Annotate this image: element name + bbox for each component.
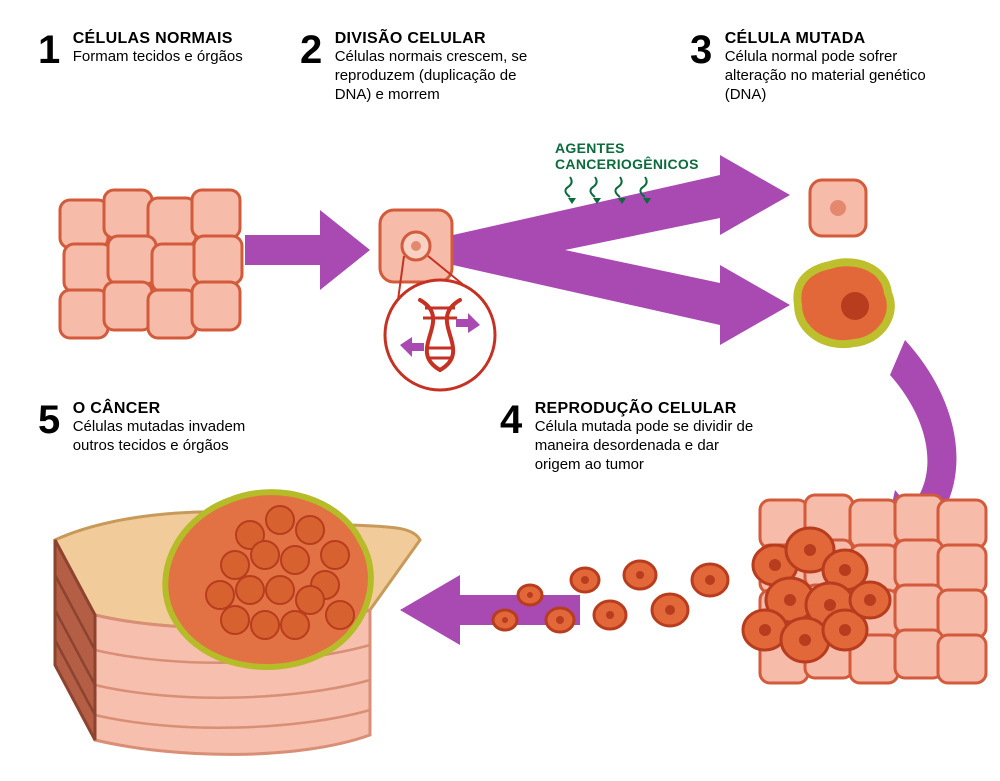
step-title: O CÂNCER: [73, 400, 285, 418]
step-title: REPRODUÇÃO CELULAR: [535, 400, 767, 418]
step-number: 1: [38, 30, 60, 70]
mutated-cell: [797, 262, 890, 344]
step-3: 3 CÉLULA MUTADA Célula normal pode sofre…: [690, 30, 970, 104]
step-title: CÉLULA MUTADA: [725, 30, 957, 48]
step-desc: Células normais crescem, se reproduzem (…: [335, 48, 545, 104]
step-number: 5: [38, 400, 60, 440]
tumor-growth: [493, 495, 986, 683]
normal-cells-cluster: [60, 190, 242, 338]
infographic-stage: 1 CÉLULAS NORMAIS Formam tecidos e órgão…: [0, 0, 1000, 781]
arrow-1-2: [245, 210, 370, 290]
step-title: DIVISÃO CELULAR: [335, 30, 545, 48]
step-desc: Célula normal pode sofrer alteração no m…: [725, 48, 957, 104]
step-number: 2: [300, 30, 322, 70]
step-number: 3: [690, 30, 712, 70]
agents-label: AGENTES CANCERIOGÊNICOS: [555, 140, 699, 172]
dna-inset-icon: [385, 280, 495, 390]
step-desc: Células mutadas invadem outros tecidos e…: [73, 418, 285, 456]
step-5: 5 O CÂNCER Células mutadas invadem outro…: [38, 400, 298, 456]
agents-line2: CANCERIOGÊNICOS: [555, 156, 699, 172]
step-4: 4 REPRODUÇÃO CELULAR Célula mutada pode …: [500, 400, 780, 474]
normal-daughter-cell: [810, 180, 866, 236]
step-title: CÉLULAS NORMAIS: [73, 30, 243, 48]
tissue-block: [55, 492, 420, 754]
step-desc: Célula mutada pode se dividir de maneira…: [535, 418, 767, 474]
agents-line1: AGENTES: [555, 140, 699, 156]
step-2: 2 DIVISÃO CELULAR Células normais cresce…: [300, 30, 560, 104]
illustration-layer: [0, 0, 1000, 781]
step-desc: Formam tecidos e órgãos: [73, 48, 243, 67]
step-1: 1 CÉLULAS NORMAIS Formam tecidos e órgão…: [38, 30, 268, 70]
step-number: 4: [500, 400, 522, 440]
